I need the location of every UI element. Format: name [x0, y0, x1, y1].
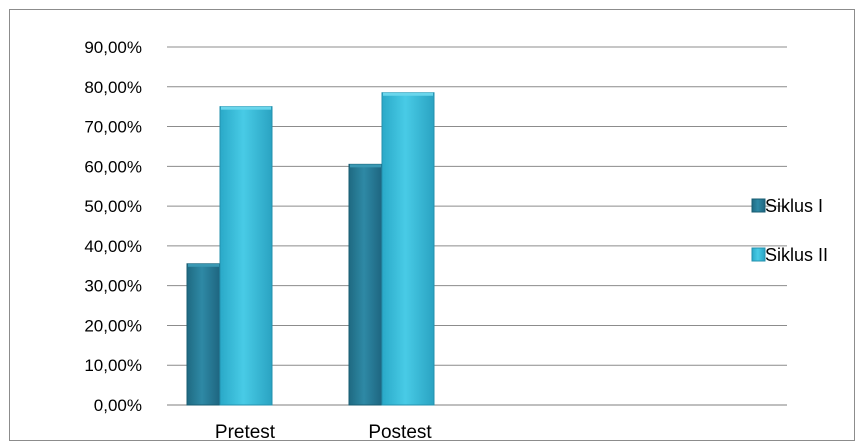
- y-tick-label: 90,00%: [84, 38, 142, 57]
- y-tick-label: 70,00%: [84, 118, 142, 137]
- bars: [186, 92, 435, 406]
- bar-siklus-i-pretest: [186, 263, 221, 406]
- bar-top-highlight: [350, 164, 381, 168]
- legend-swatch: [751, 198, 766, 213]
- legend: Siklus I Siklus II: [751, 196, 828, 265]
- y-tick-label: 20,00%: [84, 316, 142, 335]
- bar-siklus-ii-pretest: [219, 106, 273, 406]
- y-tick-label: 0,00%: [94, 396, 142, 415]
- legend-label: Siklus II: [765, 245, 828, 265]
- legend-label: Siklus I: [765, 196, 823, 216]
- x-category-label: Pretest: [215, 422, 276, 443]
- bar-top-highlight: [221, 106, 271, 110]
- bar-siklus-i-postest: [348, 163, 383, 406]
- y-tick-label: 60,00%: [84, 157, 142, 176]
- legend-swatch: [751, 247, 766, 262]
- y-tick-label: 30,00%: [84, 277, 142, 296]
- bar-siklus-ii-postest: [381, 92, 435, 406]
- x-axis-category-labels: Pretest Postest: [215, 422, 432, 443]
- y-tick-label: 10,00%: [84, 356, 142, 375]
- bar-top-highlight: [188, 263, 219, 267]
- y-tick-label: 40,00%: [84, 237, 142, 256]
- x-category-label: Postest: [368, 422, 432, 443]
- y-axis-tick-labels: 0,00% 10,00% 20,00% 30,00% 40,00% 50,00% 60,00…: [84, 38, 142, 415]
- y-tick-label: 50,00%: [84, 197, 142, 216]
- bar-top-highlight: [383, 92, 433, 96]
- y-tick-label: 80,00%: [84, 78, 142, 97]
